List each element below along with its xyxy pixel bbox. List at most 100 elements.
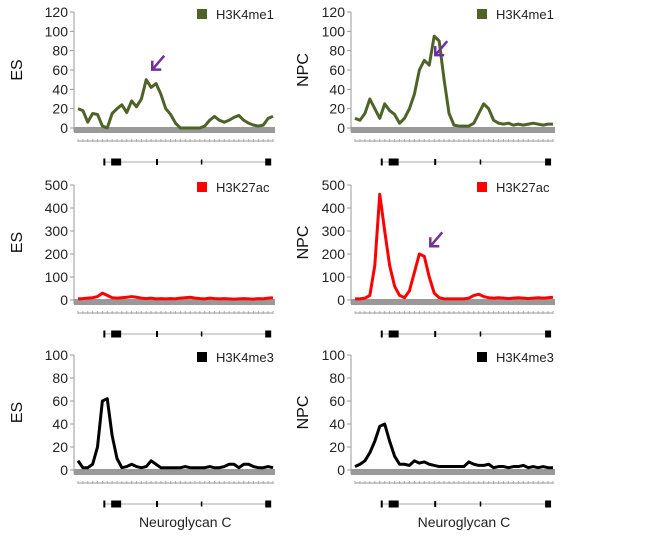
legend-label: H3K4me3 [496,350,554,365]
y-tick-label: 20 [329,439,345,455]
legend-label: H3K27ac [216,180,270,195]
gray-baseline-bar [351,299,555,305]
legend-label: H3K4me1 [216,7,274,22]
gene-label: Neuroglycan C [418,514,511,530]
gene-exon [265,330,272,338]
y-tick-label: 100 [45,347,69,363]
gene-label: Neuroglycan C [139,514,232,530]
y-tick-label: 60 [329,393,345,409]
gene-exon [388,330,399,338]
y-tick-label: 60 [52,393,68,409]
panel-npc-h3k4me1: 0 20 40 60 80 100 120 NPC H3K4me1 [295,4,555,166]
panel-npc-h3k4me3: 0 20 40 60 80 100 NPC Neuroglycan C H3K4me3 [295,347,555,530]
gene-exon [200,159,203,165]
y-tick-label: 20 [329,101,345,117]
legend-label: H3K27ac [496,180,550,195]
gene-exon [265,158,272,166]
y-axis-label: ES [9,232,26,253]
panel-es-h3k4me3: 0 20 40 60 80 100 ES Neuroglycan C H3K4me3 [9,347,275,530]
legend-label: H3K4me3 [216,350,274,365]
y-axis-label: NPC [295,396,312,430]
series-line [355,192,554,301]
gray-baseline-bar [351,127,555,133]
gene-exon [434,501,437,507]
gene-exon [380,158,383,166]
y-tick-label: 400 [322,200,346,216]
gene-exon [479,159,482,165]
y-tick-label: 80 [52,370,68,386]
arrow-shaft [151,54,166,71]
gene-exon [545,158,552,166]
arrow-shaft [429,231,444,248]
y-tick-label: 0 [60,462,68,478]
y-tick-label: 40 [329,81,345,97]
y-tick-label: 120 [45,4,69,20]
y-tick-label: 40 [329,416,345,432]
gene-exon [200,331,203,337]
y-tick-label: 120 [322,4,346,20]
y-tick-label: 200 [45,246,69,262]
gene-exon [111,330,122,338]
arrow-shaft [434,40,449,56]
series-line [76,397,274,470]
gene-exon [380,330,383,338]
y-tick-label: 0 [60,292,68,308]
annotation-arrow [434,40,449,57]
y-tick-label: 60 [329,62,345,78]
annotation-arrow [151,54,166,71]
y-tick-label: 80 [52,43,68,59]
y-tick-label: 100 [322,269,346,285]
gene-exon [388,500,399,508]
y-tick-label: 80 [329,370,345,386]
y-tick-label: 40 [52,416,68,432]
y-tick-label: 80 [329,43,345,59]
y-axis-label: NPC [295,53,312,87]
gene-exon [156,159,158,165]
gene-exon [479,501,482,507]
gene-exon [388,158,399,166]
gene-exon [545,330,552,338]
y-tick-label: 20 [52,439,68,455]
y-tick-label: 100 [45,23,69,39]
y-tick-label: 40 [52,81,68,97]
annotation-arrow [429,231,444,248]
y-tick-label: 100 [322,347,346,363]
series-line [354,34,553,128]
y-tick-label: 100 [322,23,346,39]
gene-exon [545,500,552,508]
gene-exon [265,500,272,508]
gene-exon [111,500,122,508]
gene-exon [156,501,158,507]
y-tick-label: 500 [322,177,346,193]
gene-exon [200,501,203,507]
series-line [354,422,553,470]
arrow-head [429,237,440,248]
y-tick-label: 0 [337,292,345,308]
legend-label: H3K4me1 [496,7,554,22]
y-tick-label: 0 [337,120,345,136]
legend-swatch [477,182,487,192]
series-line [77,291,274,301]
gene-exon [103,158,106,166]
legend-swatch [197,9,207,19]
legend-swatch [477,352,487,362]
legend-swatch [197,182,207,192]
y-axis-label: ES [9,402,26,423]
gene-exon [156,331,158,337]
legend-swatch [477,9,487,19]
y-tick-label: 300 [322,223,346,239]
y-tick-label: 500 [45,177,69,193]
gene-exon [434,159,437,165]
y-tick-label: 0 [60,120,68,136]
y-tick-label: 20 [52,101,68,117]
y-tick-label: 0 [337,462,345,478]
gene-exon [479,331,482,337]
panel-es-h3k4me1: 0 20 40 60 80 100 120 ES H3K4me1 [9,4,275,166]
series-line [77,78,274,130]
gray-baseline-bar [74,127,275,133]
y-tick-label: 200 [322,246,346,262]
y-axis-label: ES [9,59,26,80]
arrow-head [434,46,445,57]
gene-exon [380,500,383,508]
